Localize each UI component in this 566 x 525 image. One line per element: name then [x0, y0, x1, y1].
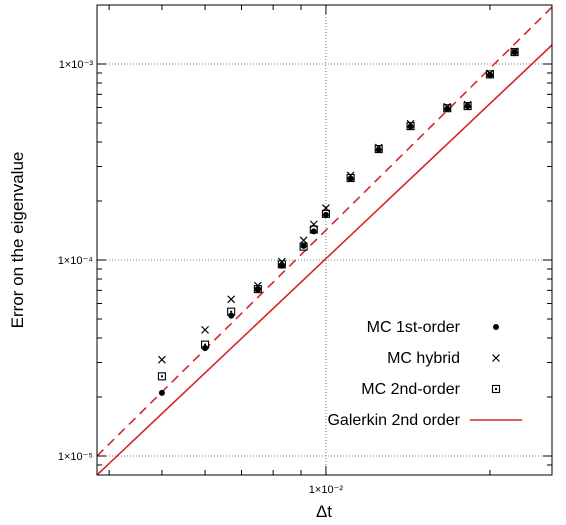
dashed-reference-line [97, 6, 552, 457]
data-point-cross [158, 355, 166, 364]
data-point-boxed-dot [299, 242, 308, 251]
data-point-boxed-dot [227, 307, 236, 316]
data-point-boxed-dot [253, 285, 262, 294]
data-point-boxed-dot [463, 102, 472, 111]
galerkin-line [97, 44, 552, 475]
data-point-cross [227, 295, 236, 304]
y-axis-label: Error on the eigenvalue [8, 152, 27, 329]
x-tick-label: 1×10⁻² [309, 484, 344, 496]
series-lines [97, 6, 552, 475]
data-point-cross [406, 119, 415, 128]
data-point-boxed-dot [374, 145, 383, 154]
data-point-cross [346, 171, 355, 180]
plot-background [97, 5, 552, 475]
data-point-boxed-dot [443, 104, 452, 113]
legend-label: MC hybrid [387, 350, 460, 367]
legend-marker-boxed-dot [491, 384, 501, 394]
data-point-boxed-dot [321, 209, 330, 218]
plot-frame [96, 4, 553, 476]
legend-marker-cross [492, 354, 500, 362]
legend-label: MC 2nd-order [361, 381, 460, 398]
legend: MC 1st-order MC hybrid MC 2nd-order Galerki… [327, 319, 522, 429]
data-point-cross [277, 257, 286, 266]
data-point-cross [309, 220, 318, 229]
axis-ticks: 1×10⁻⁵ 1×10⁻⁴ 1×10⁻³ 1×10⁻² [58, 5, 552, 496]
data-point-boxed-dot [346, 173, 355, 183]
data-points [157, 47, 519, 396]
data-point-boxed-dot [510, 48, 519, 57]
x-axis-label: Δt [316, 502, 332, 521]
data-point-boxed-dot [309, 225, 318, 234]
legend-label: Galerkin 2nd order [327, 412, 460, 429]
y-tick-label: 1×10⁻⁴ [58, 255, 94, 267]
data-point-filled-circle [158, 389, 165, 396]
data-point-boxed-dot [201, 340, 210, 349]
data-point-cross [201, 325, 209, 334]
data-point-boxed-dot [485, 70, 494, 79]
data-point-boxed-dot [406, 122, 415, 131]
grid [97, 5, 552, 475]
y-tick-label: 1×10⁻⁵ [58, 451, 93, 463]
data-point-boxed-dot [277, 260, 286, 269]
legend-marker-filled-circle [493, 324, 499, 330]
legend-label: MC 1st-order [367, 319, 461, 336]
y-tick-label: 1×10⁻³ [59, 59, 94, 71]
data-point-boxed-dot [157, 372, 166, 381]
data-point-filled-circle [278, 262, 285, 269]
